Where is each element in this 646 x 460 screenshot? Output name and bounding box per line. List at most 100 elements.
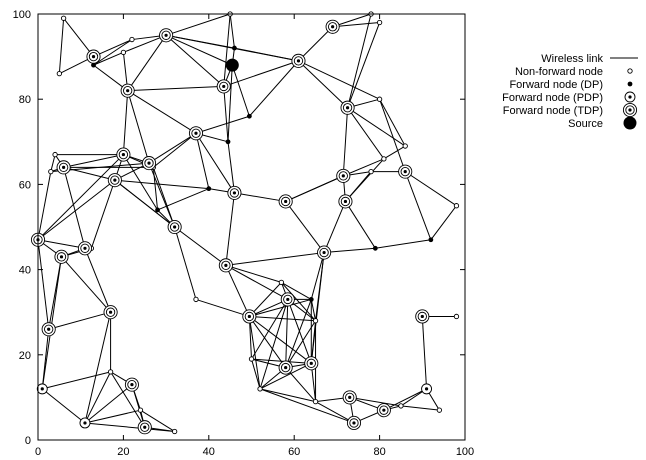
legend-swatch-pdp	[624, 91, 636, 103]
wireless-link	[285, 320, 316, 368]
wireless-link	[248, 316, 261, 389]
wireless-link	[174, 226, 227, 266]
node-nf-marker	[48, 168, 54, 175]
wireless-link	[84, 312, 112, 424]
wireless-link	[259, 388, 316, 403]
wireless-link	[285, 175, 344, 202]
wireless-link	[122, 90, 129, 155]
node-tdp	[107, 173, 122, 188]
node-tdp-center	[47, 327, 51, 331]
node-tdp	[137, 420, 152, 435]
node-tdp-inner-ring	[56, 252, 67, 262]
node-tdp	[41, 322, 56, 337]
node-tdp-center	[403, 170, 407, 174]
node-tdp-center	[147, 161, 151, 165]
legend-swatch-tdp	[622, 102, 638, 118]
wireless-link	[298, 60, 380, 100]
legend-label: Wireless link	[541, 53, 603, 65]
node-pdp-center	[83, 421, 87, 425]
wireless-link	[225, 264, 282, 283]
y-tick-label: 20	[19, 350, 31, 362]
node-nf-marker	[56, 70, 62, 77]
wireless-link	[225, 265, 250, 317]
wireless-link	[229, 13, 235, 49]
node-tdp	[167, 219, 182, 235]
node-tdp	[278, 194, 293, 209]
wireless-link	[234, 192, 286, 202]
node-nf	[402, 143, 408, 149]
node-tdp-inner-ring	[417, 311, 427, 322]
node-tdp-inner-ring	[219, 81, 229, 92]
node-tdp	[342, 390, 357, 405]
axis-ticks: 0 20 40 60 80 100 0 20 40 60 80 100	[13, 9, 475, 458]
wireless-link	[48, 311, 111, 330]
wireless-link	[231, 64, 250, 117]
wireless-link	[93, 64, 128, 92]
wireless-link	[379, 99, 406, 172]
node-nf	[368, 168, 374, 175]
wireless-link	[421, 316, 428, 389]
node-tdp	[304, 356, 319, 371]
node-tdp	[77, 241, 93, 256]
wireless-link	[122, 154, 158, 211]
node-nf-marker	[376, 19, 383, 26]
node-nf	[52, 151, 58, 158]
wireless-link	[37, 154, 124, 241]
wireless-link	[298, 60, 348, 109]
wireless-link	[347, 107, 406, 147]
node-tdp-inner-ring	[281, 362, 291, 373]
node-pdp	[79, 417, 91, 429]
node-tdp	[56, 160, 71, 175]
wireless-link	[379, 98, 406, 147]
wireless-link	[41, 388, 86, 424]
node-tdp-center	[126, 89, 130, 93]
node-tdp	[54, 249, 69, 264]
wireless-link	[345, 201, 376, 249]
node-nf-marker	[193, 296, 199, 303]
wireless-link	[50, 154, 56, 172]
node-tdp-inner-ring	[80, 243, 90, 253]
wireless-link	[342, 107, 349, 176]
node-tdp-inner-ring	[338, 171, 348, 181]
wireless-link	[223, 13, 231, 87]
node-tdp-inner-ring	[127, 379, 137, 390]
node-nf	[278, 279, 285, 286]
wireless-link	[323, 201, 346, 253]
wireless-link	[343, 158, 385, 177]
node-dp-marker	[225, 139, 231, 145]
node-tdp-center	[173, 225, 177, 229]
wireless-link	[430, 205, 457, 241]
wireless-link	[281, 281, 312, 300]
node-tdp-inner-ring	[221, 260, 231, 270]
wireless-link	[41, 256, 62, 389]
node-nf-marker	[381, 156, 387, 162]
node-tdp-center	[164, 33, 168, 37]
wireless-link	[383, 145, 406, 160]
node-dp	[308, 297, 314, 302]
wireless-link	[148, 162, 176, 228]
node-nf-marker	[52, 151, 58, 158]
node-nf	[56, 70, 62, 77]
y-tick-label: 60	[19, 179, 31, 191]
node-nf-marker	[398, 403, 404, 409]
wireless-link	[127, 90, 197, 134]
node-dp	[225, 139, 231, 145]
legend-label: Source	[568, 118, 603, 130]
node-dp-marker	[206, 186, 212, 192]
wireless-link	[315, 401, 355, 424]
wireless-link	[195, 133, 235, 194]
legend-label: Forward node (DP)	[509, 79, 603, 91]
wireless-link	[127, 85, 224, 92]
legend-swatch-tdp-inner-ring	[625, 105, 635, 115]
wireless-link	[165, 34, 233, 66]
node-nf	[248, 356, 255, 362]
x-tick-label: 20	[117, 446, 129, 458]
node-tdp	[218, 258, 233, 273]
node-tdp-inner-ring	[144, 158, 154, 168]
node-tdp	[346, 415, 362, 431]
node-nf	[60, 15, 67, 21]
wireless-link	[285, 201, 325, 253]
node-dp-marker	[232, 45, 237, 51]
node-tdp-inner-ring	[229, 188, 240, 198]
